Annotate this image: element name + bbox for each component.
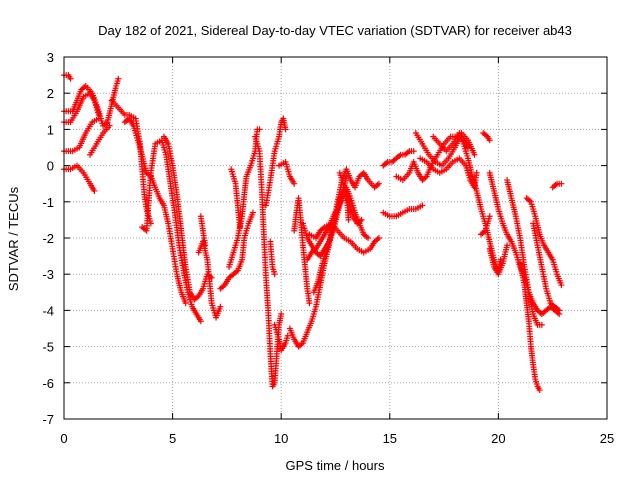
data-series-track-35 xyxy=(486,169,563,318)
data-series-track-15 xyxy=(228,166,243,231)
data-point-marker xyxy=(556,307,563,314)
y-tick-label: 0 xyxy=(47,159,54,174)
data-series-track-9 xyxy=(139,137,204,325)
data-point-marker xyxy=(115,75,122,82)
chart-title: Day 182 of 2021, Sidereal Day-to-day VTE… xyxy=(98,23,572,38)
data-series-track-40 xyxy=(523,195,565,289)
data-point-marker xyxy=(365,235,372,241)
data-point-marker xyxy=(249,209,256,216)
data-point-marker xyxy=(197,318,204,325)
y-tick-label: 1 xyxy=(47,122,54,137)
x-tick-label: 10 xyxy=(274,431,288,446)
data-series-track-16 xyxy=(252,133,285,390)
data-series-track-42 xyxy=(549,180,565,191)
data-point-marker xyxy=(256,126,263,133)
data-point-marker xyxy=(375,180,382,187)
y-tick-label: -1 xyxy=(42,195,54,210)
data-series-track-17 xyxy=(262,115,289,209)
data-point-marker xyxy=(486,137,493,144)
data-series-track-1 xyxy=(61,72,74,82)
data-point-marker xyxy=(558,180,565,187)
data-series-track-18 xyxy=(267,238,278,278)
data-series-track-11 xyxy=(195,238,224,321)
plot-border xyxy=(63,56,608,420)
data-series-track-20 xyxy=(271,321,291,354)
data-series-track-13 xyxy=(217,209,256,292)
data-point-marker xyxy=(282,126,289,133)
y-tick-label: -2 xyxy=(42,231,54,246)
y-tick-label: 3 xyxy=(47,50,54,65)
data-series-track-6 xyxy=(87,122,113,158)
data-point-marker xyxy=(419,202,426,209)
data-point-marker xyxy=(236,224,243,231)
y-tick-label: 2 xyxy=(47,86,54,101)
data-series-track-7 xyxy=(108,97,154,227)
data-series-track-19 xyxy=(276,158,298,187)
data-point-marker xyxy=(291,180,298,187)
data-point-marker xyxy=(106,122,113,129)
data-series-track-22 xyxy=(286,166,382,350)
data-point-marker xyxy=(497,256,504,263)
data-point-marker xyxy=(182,300,189,307)
gridlines xyxy=(64,57,607,419)
data-series-track-39 xyxy=(517,260,543,394)
data-series-track-4 xyxy=(61,115,102,155)
data-point-marker xyxy=(410,148,417,155)
data-series-track-21 xyxy=(291,195,313,307)
data-series-track-41 xyxy=(530,220,563,314)
data-series-track-29 xyxy=(380,202,426,220)
data-point-marker xyxy=(95,115,102,122)
data-point-marker xyxy=(217,303,224,310)
data-point-marker xyxy=(536,387,543,394)
data-series-track-14 xyxy=(226,126,263,270)
data-point-marker xyxy=(464,144,471,151)
data-point-marker xyxy=(306,300,313,307)
data-point-marker xyxy=(278,311,285,318)
data-series-track-27 xyxy=(336,169,365,227)
data-points xyxy=(61,72,565,394)
data-point-marker xyxy=(471,151,478,158)
data-point-marker xyxy=(271,271,278,278)
x-tick-label: 15 xyxy=(383,431,397,446)
x-tick-label: 20 xyxy=(491,431,505,446)
x-axis-label: GPS time / hours xyxy=(286,458,385,473)
y-tick-label: -7 xyxy=(42,412,54,427)
data-series-track-34 xyxy=(480,130,493,144)
data-series-track-12 xyxy=(197,213,209,249)
data-point-marker xyxy=(91,187,98,194)
data-series-track-37 xyxy=(486,242,511,278)
data-series-track-26 xyxy=(306,220,382,256)
data-series-track-10 xyxy=(160,133,215,303)
data-point-marker xyxy=(358,216,365,223)
data-point-marker xyxy=(558,282,565,289)
y-tick-label: -3 xyxy=(42,267,54,282)
data-point-marker xyxy=(486,213,493,220)
x-tick-label: 5 xyxy=(169,431,176,446)
x-tick-label: 25 xyxy=(600,431,614,446)
data-point-marker xyxy=(67,75,74,82)
x-tick-label: 0 xyxy=(60,431,67,446)
y-axis-label: SDTVAR / TECUs xyxy=(6,186,21,291)
data-point-marker xyxy=(345,216,352,223)
data-point-marker xyxy=(284,332,291,339)
data-point-marker xyxy=(473,169,480,176)
data-series-track-5 xyxy=(61,162,98,194)
y-tick-label: -4 xyxy=(42,303,54,318)
data-series-track-28 xyxy=(380,148,417,169)
data-point-marker xyxy=(202,242,209,249)
data-series-track-33 xyxy=(430,130,504,274)
data-point-marker xyxy=(343,173,350,180)
data-point-marker xyxy=(538,321,545,328)
data-point-marker xyxy=(375,235,382,241)
data-point-marker xyxy=(504,242,511,249)
y-tick-label: -5 xyxy=(42,340,54,355)
data-series-track-36 xyxy=(478,213,493,238)
y-tick-label: -6 xyxy=(42,376,54,391)
